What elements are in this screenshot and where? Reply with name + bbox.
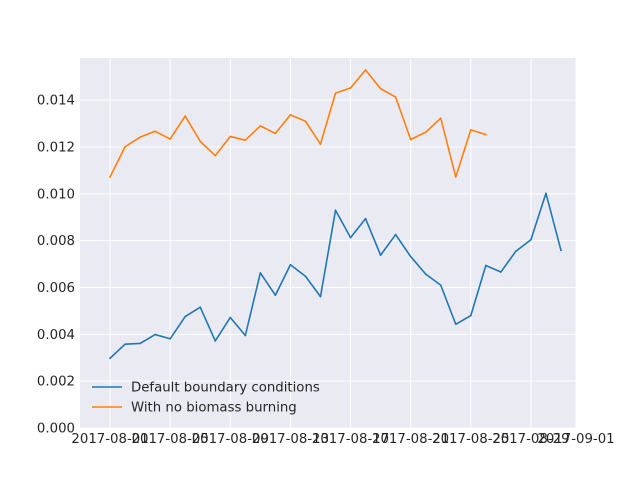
x-tick-label: 2017-08-05	[132, 432, 209, 447]
y-axis-tick-labels: 0.000 0.002 0.004 0.006 0.008 0.010 0.012 0.014	[37, 94, 75, 437]
data-point	[424, 273, 427, 275]
data-point	[289, 263, 292, 266]
data-point	[379, 254, 382, 256]
grid-lines	[80, 58, 577, 429]
data-point	[334, 92, 337, 94]
legend-label-default: Default boundary conditions	[131, 381, 320, 396]
data-point	[289, 114, 292, 116]
data-point	[409, 255, 412, 258]
data-point	[139, 342, 141, 345]
x-tick-label: 2017-08-25	[432, 432, 509, 447]
data-point	[409, 138, 412, 141]
data-point	[454, 176, 457, 178]
x-tick-label: 2017-08-09	[192, 432, 269, 447]
data-point	[244, 139, 247, 141]
data-point	[545, 192, 547, 195]
x-tick-label: 2017-08-01	[71, 432, 148, 447]
data-point	[560, 249, 562, 252]
data-point	[394, 233, 397, 236]
y-tick-label: 0.004	[37, 328, 75, 343]
data-point	[364, 217, 367, 220]
data-point	[154, 130, 156, 133]
data-point	[124, 145, 126, 148]
x-tick-label: 2017-08-29	[492, 432, 569, 447]
data-point	[515, 250, 517, 252]
x-tick-label: 2017-08-13	[252, 432, 329, 447]
y-tick-label: 0.010	[37, 187, 75, 202]
data-point	[154, 333, 156, 336]
data-point	[394, 96, 397, 98]
data-point	[469, 314, 472, 317]
data-point	[454, 323, 457, 326]
data-point	[424, 131, 427, 134]
data-point	[169, 337, 171, 340]
data-point	[214, 154, 217, 157]
data-point	[109, 357, 111, 360]
data-point	[199, 306, 202, 308]
data-point	[500, 271, 502, 273]
series-line-1	[108, 69, 487, 179]
data-point	[259, 125, 262, 127]
data-series	[108, 69, 562, 360]
data-point	[184, 115, 187, 117]
y-tick-label: 0.014	[37, 94, 75, 109]
y-tick-label: 0.008	[37, 234, 75, 249]
data-point	[304, 120, 307, 123]
data-point	[349, 236, 352, 239]
legend-label-no-biomass: With no biomass burning	[131, 401, 297, 416]
data-point	[229, 316, 232, 319]
data-point	[214, 340, 217, 342]
data-point	[139, 136, 141, 138]
data-point	[244, 334, 247, 337]
data-point	[319, 143, 322, 145]
data-point	[485, 264, 487, 267]
x-tick-label: 2017-08-17	[312, 432, 389, 447]
x-axis-tick-labels: 2017-08-012017-08-052017-08-092017-08-13…	[71, 432, 614, 447]
legend: Default boundary conditions With no biom…	[92, 381, 320, 416]
x-tick-label: 2017-09-01	[537, 432, 614, 447]
data-point	[485, 133, 487, 136]
data-point	[319, 295, 322, 298]
data-point	[334, 209, 337, 212]
data-point	[364, 69, 367, 71]
y-tick-label: 0.000	[37, 422, 75, 437]
y-tick-label: 0.002	[37, 375, 75, 390]
data-point	[229, 135, 232, 138]
data-point	[184, 315, 187, 318]
y-tick-label: 0.012	[37, 140, 75, 155]
data-point	[530, 238, 532, 241]
data-point	[169, 138, 171, 140]
data-point	[349, 87, 352, 89]
data-point	[439, 117, 442, 119]
data-point	[274, 132, 277, 135]
data-point	[304, 275, 307, 278]
data-point	[379, 87, 382, 90]
data-point	[199, 140, 202, 143]
data-point	[124, 343, 126, 345]
data-point	[274, 294, 277, 297]
data-point	[469, 129, 472, 131]
data-point	[109, 176, 111, 178]
plot-area-background	[80, 58, 576, 428]
data-point	[439, 284, 442, 286]
data-point	[259, 272, 262, 274]
x-tick-label: 2017-08-21	[372, 432, 449, 447]
y-tick-label: 0.006	[37, 281, 75, 296]
